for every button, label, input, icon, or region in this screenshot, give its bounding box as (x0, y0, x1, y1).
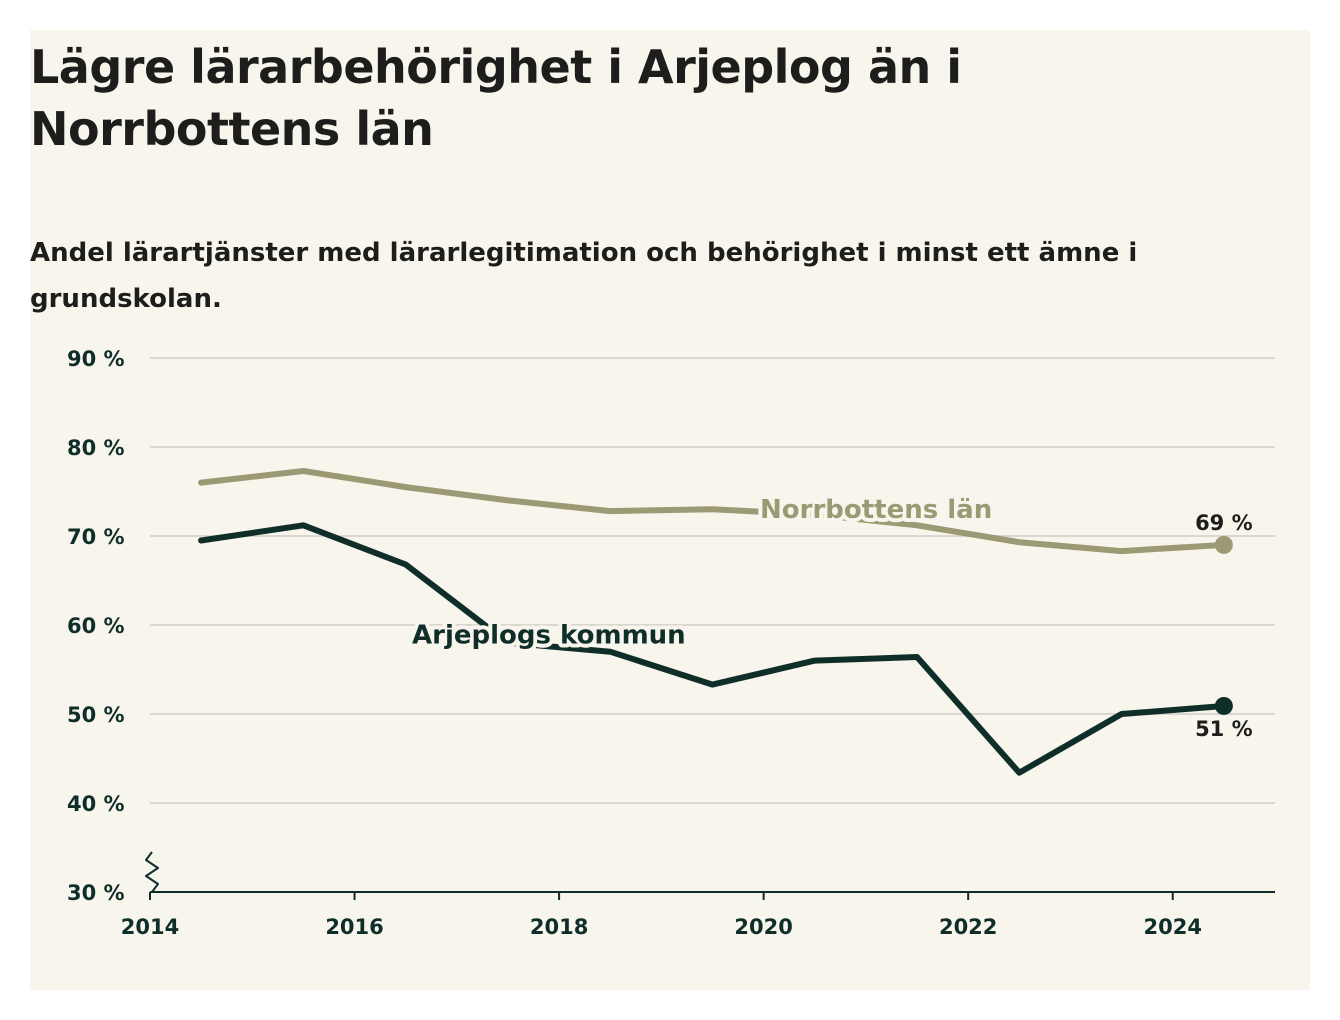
y-tick-label: 50 % (67, 703, 125, 727)
series-label: Norrbottens län (760, 495, 992, 525)
x-tick-label: 2018 (530, 915, 588, 939)
x-tick-label: 2024 (1144, 915, 1202, 939)
y-tick-label: 80 % (67, 436, 125, 460)
x-tick-label: 2022 (939, 915, 997, 939)
y-tick-label: 70 % (67, 525, 125, 549)
series-line-1 (198, 522, 1227, 776)
labels: 69 % Norrbottens län 51 % Arjeplogs kommun (408, 491, 1253, 741)
axis-break-icon (145, 851, 159, 893)
series (198, 468, 1233, 776)
chart-subtitle: Andel lärartjänster med lärarlegitimatio… (30, 238, 1138, 314)
y-tick-label: 90 % (67, 347, 125, 371)
y-tick-label: 30 % (67, 881, 125, 905)
series-end-value-label: 51 % (1195, 717, 1253, 741)
x-tick-label: 2016 (325, 915, 383, 939)
gridlines (150, 357, 1275, 804)
series-label: Arjeplogs kommun (412, 621, 686, 651)
x-tick-label: 2014 (121, 915, 179, 939)
series-end-point-1 (1214, 696, 1233, 715)
series-end-point-0 (1214, 535, 1233, 554)
chart-title: Lägre lärarbehörighet i Arjeplog än i No… (30, 40, 962, 156)
y-tick-label: 60 % (67, 614, 125, 638)
axes: 30 % 40 % 50 % 60 % 70 % 80 % 90 % 2014 2016 2018… (67, 347, 1275, 939)
x-tick-label: 2020 (734, 915, 792, 939)
y-tick-label: 40 % (67, 792, 125, 816)
series-line-0 (198, 468, 1227, 555)
series-end-value-label: 69 % (1195, 511, 1253, 535)
